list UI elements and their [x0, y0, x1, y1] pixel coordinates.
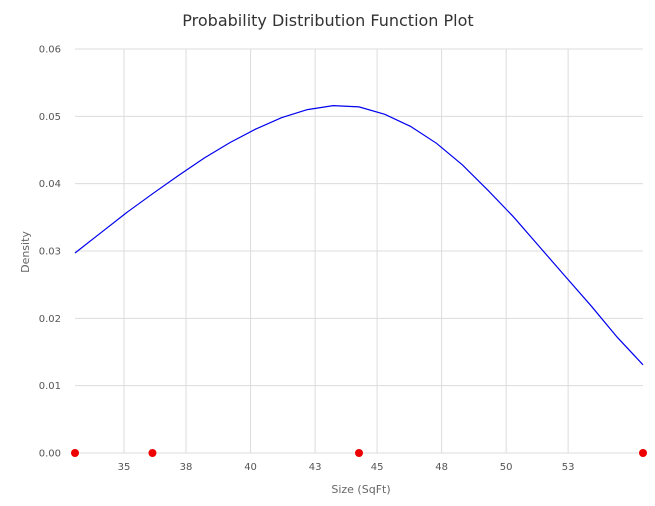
x-tick-label: 50 [500, 462, 513, 473]
x-tick-label: 35 [118, 462, 131, 473]
y-tick-label: 0.05 [39, 112, 61, 123]
y-tick-label: 0.01 [39, 381, 61, 392]
data-point [71, 449, 79, 457]
x-tick-label: 45 [371, 462, 384, 473]
y-axis-label: Density [19, 231, 32, 273]
y-axis: 0.00 0.01 0.02 0.03 0.04 0.05 0.06 [39, 45, 61, 460]
data-point [148, 449, 157, 457]
y-tick-label: 0.00 [39, 449, 61, 460]
x-axis: 35 38 40 43 45 48 50 53 [118, 462, 575, 473]
grid [75, 48, 643, 454]
y-tick-label: 0.02 [39, 314, 61, 325]
data-point [355, 449, 363, 457]
y-tick-label: 0.06 [39, 45, 61, 56]
x-tick-label: 38 [180, 462, 193, 473]
series-layer [71, 104, 647, 457]
y-tick-label: 0.03 [39, 247, 61, 258]
x-tick-label: 53 [562, 462, 575, 473]
data-point [639, 449, 647, 457]
density-curve [74, 104, 644, 366]
x-tick-label: 48 [435, 462, 448, 473]
x-tick-label: 43 [309, 462, 322, 473]
x-tick-label: 40 [244, 462, 257, 473]
y-tick-label: 0.04 [39, 179, 61, 190]
chart-title: Probability Distribution Function Plot [182, 11, 473, 30]
x-axis-label: Size (SqFt) [331, 483, 390, 496]
